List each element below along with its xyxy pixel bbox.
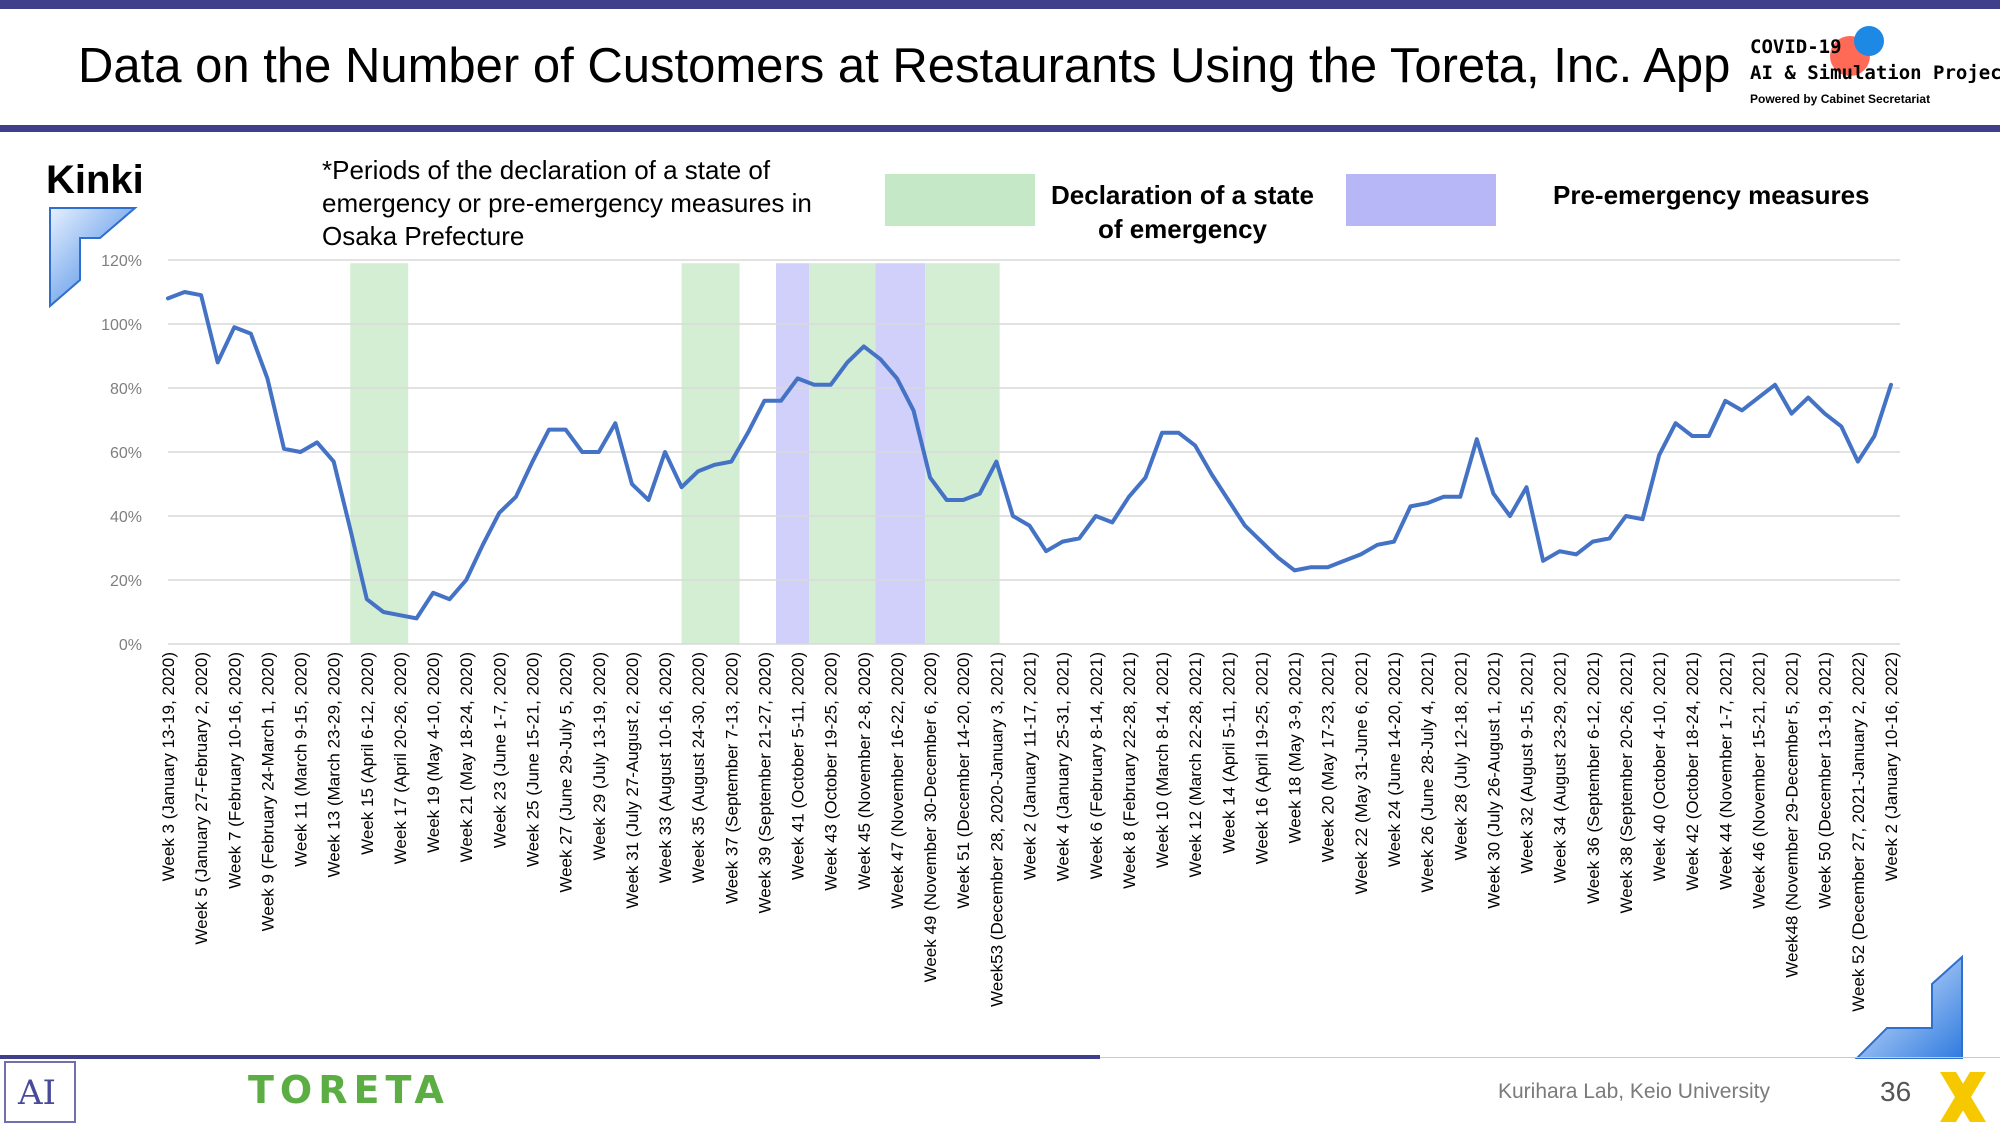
x-tick-label: Week 25 (June 15-21, 2020)	[524, 652, 543, 867]
x-tick-label: Week 21 (May 18-24, 2020)	[457, 652, 476, 862]
x-tick-label: Week 6 (February 8-14, 2021)	[1087, 652, 1106, 879]
x-tick-label: Week 51 (December 14-20, 2020)	[954, 652, 973, 909]
top-accent-bar	[0, 0, 2000, 9]
y-tick-label: 20%	[110, 573, 142, 590]
shaded-period-emergency-5	[925, 263, 1000, 644]
x-tick-label: Week 17 (April 20-26, 2020)	[391, 652, 410, 864]
x-tick-label: Week 35 (August 24-30, 2020)	[689, 652, 708, 883]
y-tick-label: 80%	[110, 381, 142, 398]
gridlines	[168, 259, 1900, 645]
shaded-period-emergency-0	[350, 263, 409, 644]
footer-divider	[0, 1055, 1100, 1059]
shaded-periods	[350, 263, 1000, 644]
x-logo-icon	[1940, 1072, 1986, 1122]
x-tick-label: Week 7 (February 10-16, 2020)	[225, 652, 244, 889]
x-tick-label: Week 39 (September 21-27, 2020)	[755, 652, 774, 913]
x-tick-label: Week 4 (January 25-31, 2021)	[1054, 652, 1073, 881]
shaded-period-pre_emergency-2	[776, 263, 810, 644]
footer-divider-light	[1100, 1057, 2000, 1058]
x-tick-label: Week 18 (May 3-9, 2021)	[1286, 652, 1305, 844]
x-tick-label: Week 27 (June 29-July 5, 2020)	[557, 652, 576, 893]
x-tick-label: Week 44 (November 1-7, 2021)	[1716, 652, 1735, 890]
x-tick-label: Week 22 (May 31-June 6, 2021)	[1352, 652, 1371, 895]
period-note: *Periods of the declaration of a state o…	[322, 155, 812, 251]
x-tick-label: Week53 (December 28, 2020-January 3, 202…	[987, 652, 1006, 1007]
series-line	[166, 290, 1893, 621]
x-tick-label: Week 13 (March 23-29, 2020)	[325, 652, 344, 878]
x-tick-label: Week48 (November 29-December 5, 2021)	[1783, 652, 1802, 978]
toreta-brand-text: TORETA	[248, 1068, 450, 1112]
x-tick-label: Week 33 (August 10-16, 2020)	[656, 652, 675, 883]
page-title: Data on the Number of Customers at Resta…	[78, 39, 1731, 93]
x-tick-label: Week 49 (November 30-December 6, 2020)	[921, 652, 940, 982]
y-tick-label: 0%	[119, 637, 142, 654]
shaded-period-pre_emergency-4	[875, 263, 926, 644]
x-tick-label: Week 50 (December 13-19, 2021)	[1816, 652, 1835, 909]
x-tick-label: Week 19 (May 4-10, 2020)	[424, 652, 443, 853]
x-tick-label: Week 47 (November 16-22, 2020)	[888, 652, 907, 909]
x-tick-label: Week 40 (October 4-10, 2021)	[1650, 652, 1669, 881]
x-tick-label: Week 5 (January 27-February 2, 2020)	[192, 652, 211, 945]
x-tick-label: Week 52 (December 27, 2021-January 2, 20…	[1849, 652, 1868, 1012]
x-tick-label: Week 2 (January 10-16, 2022)	[1882, 652, 1901, 881]
logo-blue-dot-icon	[1854, 26, 1884, 56]
x-tick-label: Week 3 (January 13-19, 2020)	[159, 652, 178, 881]
x-tick-label: Week 36 (September 6-12, 2021)	[1584, 652, 1603, 904]
x-tick-label: Week 12 (March 22-28, 2021)	[1186, 652, 1205, 878]
corner-decoration-bottom-right	[1854, 954, 1963, 1059]
legend-pre-emergency-label: Pre-emergency measures	[1553, 180, 1870, 210]
legend-emergency-swatch	[885, 174, 1035, 226]
y-axis-ticks: 0% 20% 40% 60% 80% 100% 120%	[101, 253, 142, 654]
lab-credit: Kurihara Lab, Keio University	[1498, 1080, 1770, 1103]
y-tick-label: 60%	[110, 445, 142, 462]
x-tick-label: Week 46 (November 15-21, 2021)	[1750, 652, 1769, 909]
legend-emergency-label: Declaration of a state of emergency	[1051, 180, 1314, 244]
keio-ai-logo: AI	[4, 1061, 76, 1123]
x-tick-label: Week 20 (May 17-23, 2021)	[1319, 652, 1338, 862]
header-divider	[0, 125, 2000, 132]
logo-text-line1: COVID-19	[1750, 36, 1842, 58]
page-number: 36	[1880, 1076, 1912, 1107]
shaded-period-emergency-1	[681, 263, 740, 644]
x-tick-label: Week 11 (March 9-15, 2020)	[292, 652, 311, 867]
keio-logo-text: AI	[18, 1073, 56, 1113]
shaded-period-emergency-3	[809, 263, 876, 644]
logo-text-line2: AI & Simulation Project	[1750, 62, 2000, 84]
x-tick-label: Week 8 (February 22-28, 2021)	[1120, 652, 1139, 889]
x-tick-label: Week 30 (July 26-August 1, 2021)	[1484, 652, 1503, 909]
x-tick-label: Week 9 (February 24-March 1, 2020)	[258, 652, 277, 931]
x-tick-label: Week 28 (July 12-18, 2021)	[1451, 652, 1470, 861]
x-tick-label: Week 38 (September 20-26, 2021)	[1617, 652, 1636, 913]
x-tick-label: Week 41 (October 5-11, 2020)	[789, 652, 808, 880]
x-tick-label: Week 34 (August 23-29, 2021)	[1551, 652, 1570, 883]
legend-pre-emergency-swatch	[1346, 174, 1496, 226]
x-tick-label: Week 45 (November 2-8, 2020)	[855, 652, 874, 890]
x-tick-label: Week 24 (June 14-20, 2021)	[1385, 652, 1404, 867]
x-tick-label: Week 10 (March 8-14, 2021)	[1153, 652, 1172, 868]
corner-decoration-top-left	[49, 207, 138, 309]
region-label: Kinki	[46, 158, 144, 202]
toreta-logo: TORETA	[248, 1068, 450, 1112]
x-tick-label: Week 26 (June 28-July 4, 2021)	[1418, 652, 1437, 893]
x-tick-label: Week 43 (October 19-25, 2020)	[822, 652, 841, 891]
x-tick-label: Week 14 (April 5-11, 2021)	[1219, 652, 1238, 854]
x-tick-label: Week 2 (January 11-17, 2021)	[1021, 652, 1040, 880]
x-tick-label: Week 29 (July 13-19, 2020)	[590, 652, 609, 861]
x-tick-label: Week 23 (June 1-7, 2020)	[490, 652, 509, 848]
logo-text-line3: Powered by Cabinet Secretariat	[1750, 92, 1931, 106]
x-tick-label: Week 15 (April 6-12, 2020)	[358, 652, 377, 855]
x-tick-label: Week 37 (September 7-13, 2020)	[722, 652, 741, 904]
x-tick-label: Week 31 (July 27-August 2, 2020)	[623, 652, 642, 909]
y-tick-label: 40%	[110, 509, 142, 526]
y-tick-label: 120%	[101, 253, 142, 270]
y-tick-label: 100%	[101, 317, 142, 334]
x-axis-ticks: Week 3 (January 13-19, 2020) Week 5 (Janu…	[159, 652, 1901, 1012]
x-tick-label: Week 16 (April 19-25, 2021)	[1252, 652, 1271, 864]
x-tick-label: Week 32 (August 9-15, 2021)	[1518, 652, 1537, 874]
x-tick-label: Week 42 (October 18-24, 2021)	[1683, 652, 1702, 891]
